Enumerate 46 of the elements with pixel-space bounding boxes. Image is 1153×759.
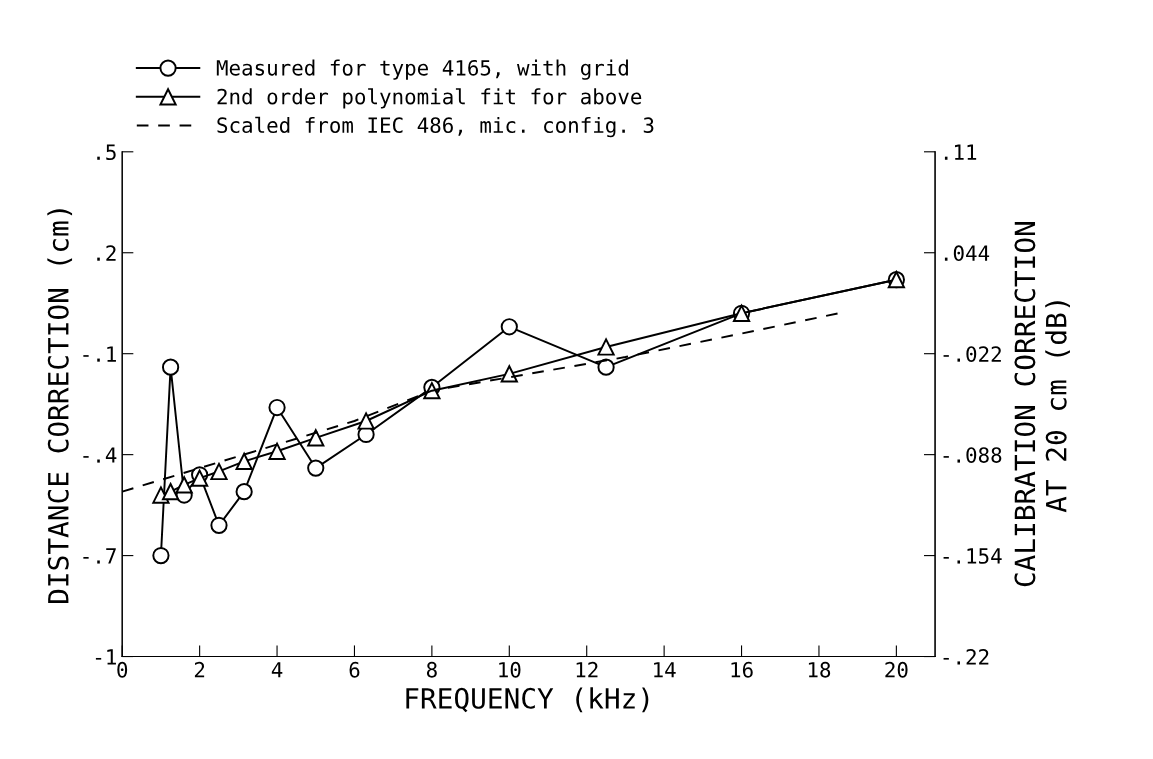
point <box>307 459 325 477</box>
y-tick-label: .2 <box>97 245 116 261</box>
y2-tick-label: .11 <box>944 144 977 160</box>
x-tick-label: 16 <box>731 661 753 678</box>
x-axis-title: FREQUENCY (kHz) <box>406 687 649 713</box>
point <box>268 398 286 417</box>
y-tick-label: -.7 <box>83 548 116 564</box>
y2-tick-label: -.22 <box>943 649 989 665</box>
y-axis-title: DISTANCE CORRECTION (cm) <box>47 209 73 603</box>
x-tick-label: 6 <box>349 661 360 678</box>
y-tick-label: .5 <box>97 144 116 161</box>
y2-tick-label: -.154 <box>943 548 1002 564</box>
legend-label: Measured for type 4165, with grid <box>216 59 628 80</box>
point <box>235 483 253 501</box>
point <box>307 429 325 447</box>
y2-tick-label: .044 <box>944 245 990 262</box>
x-tick-label: 14 <box>654 662 676 678</box>
point <box>597 338 615 356</box>
point <box>175 476 193 494</box>
y2-axis-title: CALIBRATION CORRECTION AT 20 cm (dB) <box>1014 222 1070 587</box>
point <box>210 462 228 481</box>
x-tick-label: 0 <box>117 661 128 678</box>
point <box>268 442 286 460</box>
point <box>500 318 518 336</box>
point <box>152 546 170 565</box>
y2-tick-label: -.088 <box>943 447 1002 463</box>
x-tick-label: 8 <box>426 661 437 678</box>
x-tick-label: 10 <box>499 661 521 678</box>
x-tick-label: 18 <box>808 661 831 678</box>
point <box>357 412 375 430</box>
x-tick-label: 4 <box>271 662 283 678</box>
y2-tick-label: -.022 <box>943 346 1001 362</box>
y-tick-label: -1 <box>95 649 116 665</box>
y-tick-label: -.1 <box>83 346 116 362</box>
legend-label: 2nd order polynomial fit for above <box>217 88 642 109</box>
point <box>235 452 253 470</box>
x-tick-label: 2 <box>194 661 205 678</box>
x-tick-label: 12 <box>576 661 598 678</box>
x-tick-label: 20 <box>885 661 908 678</box>
point <box>597 358 615 376</box>
point <box>210 516 228 534</box>
point <box>500 365 518 383</box>
point <box>161 483 180 501</box>
y-tick-label: -.4 <box>83 447 117 463</box>
legend-label: Scaled from IEC 486, mic. config. 3 <box>217 116 654 138</box>
point <box>161 358 180 376</box>
